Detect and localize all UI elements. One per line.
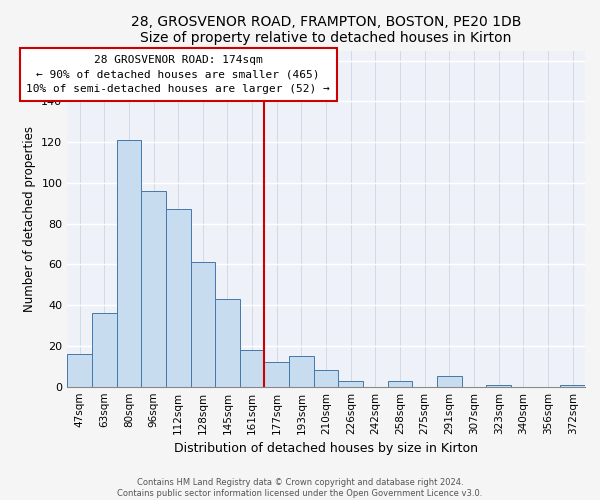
X-axis label: Distribution of detached houses by size in Kirton: Distribution of detached houses by size … <box>174 442 478 455</box>
Bar <box>166 210 191 386</box>
Bar <box>215 299 240 386</box>
Y-axis label: Number of detached properties: Number of detached properties <box>23 126 35 312</box>
Bar <box>116 140 141 386</box>
Bar <box>240 350 265 387</box>
Bar <box>388 380 412 386</box>
Bar <box>560 384 585 386</box>
Bar <box>265 362 289 386</box>
Title: 28, GROSVENOR ROAD, FRAMPTON, BOSTON, PE20 1DB
Size of property relative to deta: 28, GROSVENOR ROAD, FRAMPTON, BOSTON, PE… <box>131 15 521 45</box>
Bar <box>487 384 511 386</box>
Text: Contains HM Land Registry data © Crown copyright and database right 2024.
Contai: Contains HM Land Registry data © Crown c… <box>118 478 482 498</box>
Bar <box>289 356 314 386</box>
Bar <box>141 191 166 386</box>
Bar <box>338 380 363 386</box>
Bar <box>67 354 92 386</box>
Bar <box>314 370 338 386</box>
Text: 28 GROSVENOR ROAD: 174sqm
← 90% of detached houses are smaller (465)
10% of semi: 28 GROSVENOR ROAD: 174sqm ← 90% of detac… <box>26 54 330 94</box>
Bar <box>92 314 116 386</box>
Bar <box>191 262 215 386</box>
Bar <box>437 376 462 386</box>
